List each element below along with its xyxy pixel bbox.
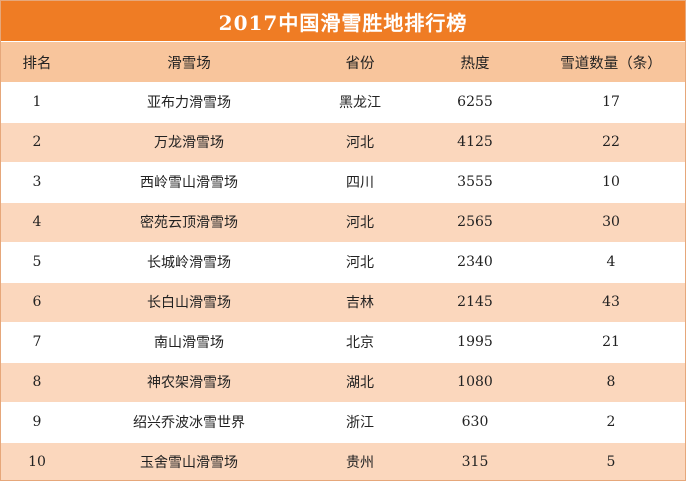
cell-trails: 22 (602, 134, 620, 150)
cell-rank: 1 (32, 93, 42, 110)
table-row: 7 南山滑雪场 北京 1995 21 (1, 322, 685, 362)
cell-trails: 43 (602, 294, 620, 310)
header-province: 省份 (345, 55, 375, 72)
table-row: 2 万龙滑雪场 河北 4125 22 (1, 122, 685, 162)
cell-province: 吉林 (346, 295, 374, 311)
cell-resort: 万龙滑雪场 (154, 135, 224, 151)
cell-rank: 2 (32, 134, 42, 150)
cell-province: 河北 (346, 135, 374, 151)
cell-rank: 3 (32, 174, 42, 190)
cell-resort: 亚布力滑雪场 (147, 94, 231, 111)
header-resort: 滑雪场 (167, 55, 211, 72)
ranking-table: 排名 滑雪场 省份 热度 雪道数量（条） 1 亚布力滑雪场 黑龙江 6255 1… (1, 42, 685, 480)
cell-trails: 30 (602, 214, 620, 230)
cell-province: 黑龙江 (339, 94, 381, 111)
cell-province: 北京 (346, 335, 374, 351)
cell-resort: 玉舍雪山滑雪场 (140, 455, 238, 471)
cell-heat: 6255 (457, 93, 493, 110)
cell-rank: 7 (32, 334, 42, 350)
cell-trails: 2 (606, 414, 616, 430)
cell-resort: 密苑云顶滑雪场 (140, 215, 238, 231)
cell-heat: 2145 (457, 294, 493, 310)
cell-rank: 4 (32, 214, 42, 230)
table-row: 3 西岭雪山滑雪场 四川 3555 10 (1, 162, 685, 202)
cell-trails: 10 (602, 174, 620, 190)
header-rank: 排名 (22, 55, 52, 72)
cell-resort: 南山滑雪场 (154, 335, 224, 351)
header-trails: 雪道数量（条） (560, 55, 662, 72)
cell-heat: 4125 (457, 134, 493, 150)
cell-rank: 6 (32, 294, 42, 310)
cell-resort: 长城岭滑雪场 (147, 255, 231, 271)
cell-resort: 绍兴乔波冰雪世界 (133, 415, 245, 431)
cell-rank: 8 (32, 374, 42, 390)
cell-resort: 神农架滑雪场 (147, 375, 231, 391)
cell-trails: 8 (606, 374, 616, 390)
table-row: 5 长城岭滑雪场 河北 2340 4 (1, 242, 685, 282)
table-row: 10 玉舍雪山滑雪场 贵州 315 5 (1, 442, 685, 480)
table-row: 4 密苑云顶滑雪场 河北 2565 30 (1, 202, 685, 242)
table-row: 8 神农架滑雪场 湖北 1080 8 (1, 362, 685, 402)
cell-rank: 5 (32, 254, 42, 270)
cell-rank: 10 (28, 454, 46, 470)
cell-province: 贵州 (346, 455, 374, 471)
table-header-row: 排名 滑雪场 省份 热度 雪道数量（条） (1, 42, 685, 82)
cell-resort: 长白山滑雪场 (147, 295, 231, 311)
cell-heat: 1995 (457, 334, 493, 350)
cell-province: 河北 (346, 255, 374, 271)
cell-heat: 630 (461, 414, 489, 430)
table-row: 1 亚布力滑雪场 黑龙江 6255 17 (1, 82, 685, 122)
cell-province: 湖北 (346, 375, 374, 391)
cell-heat: 315 (461, 454, 489, 470)
cell-rank: 9 (32, 414, 42, 430)
cell-trails: 4 (606, 254, 616, 270)
header-heat: 热度 (460, 55, 490, 72)
table-row: 6 长白山滑雪场 吉林 2145 43 (1, 282, 685, 322)
cell-heat: 2340 (457, 254, 493, 270)
cell-heat: 1080 (457, 374, 493, 390)
cell-heat: 2565 (457, 214, 493, 230)
cell-trails: 17 (602, 93, 620, 110)
table-row: 9 绍兴乔波冰雪世界 浙江 630 2 (1, 402, 685, 442)
table-title: 2017中国滑雪胜地排行榜 (1, 1, 685, 42)
cell-trails: 21 (602, 334, 620, 350)
cell-province: 河北 (346, 215, 374, 231)
cell-province: 浙江 (346, 415, 374, 431)
table-body: 1 亚布力滑雪场 黑龙江 6255 17 2 万龙滑雪场 河北 4125 22 … (1, 82, 685, 480)
cell-province: 四川 (346, 175, 374, 191)
cell-trails: 5 (606, 454, 616, 470)
cell-heat: 3555 (457, 174, 493, 190)
cell-resort: 西岭雪山滑雪场 (140, 175, 238, 191)
